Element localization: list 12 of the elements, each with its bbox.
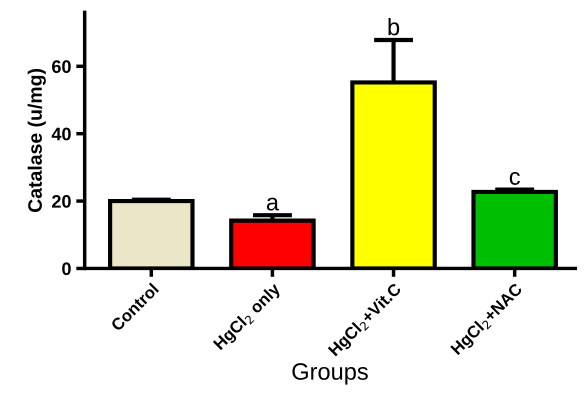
- y-tick-label: 40: [52, 128, 71, 140]
- y-tick-label: 60: [52, 60, 71, 74]
- y-tick-label: 20: [52, 195, 71, 208]
- y-tick-label: 0: [62, 262, 71, 276]
- annotation: b: [388, 18, 400, 36]
- x-tick-label: HgCl$_{2}$ only: [212, 282, 284, 353]
- x-tick-label: HgCl$_{2}$+NAC: [450, 282, 526, 358]
- x-axis-title: Groups: [292, 363, 368, 385]
- x-tick-label: HgCl$_{2}$+Vit.C: [327, 282, 404, 359]
- annotation: a: [266, 198, 279, 211]
- annotation: c: [510, 172, 520, 185]
- y-axis-title: Catalase (u/mg): [28, 68, 46, 212]
